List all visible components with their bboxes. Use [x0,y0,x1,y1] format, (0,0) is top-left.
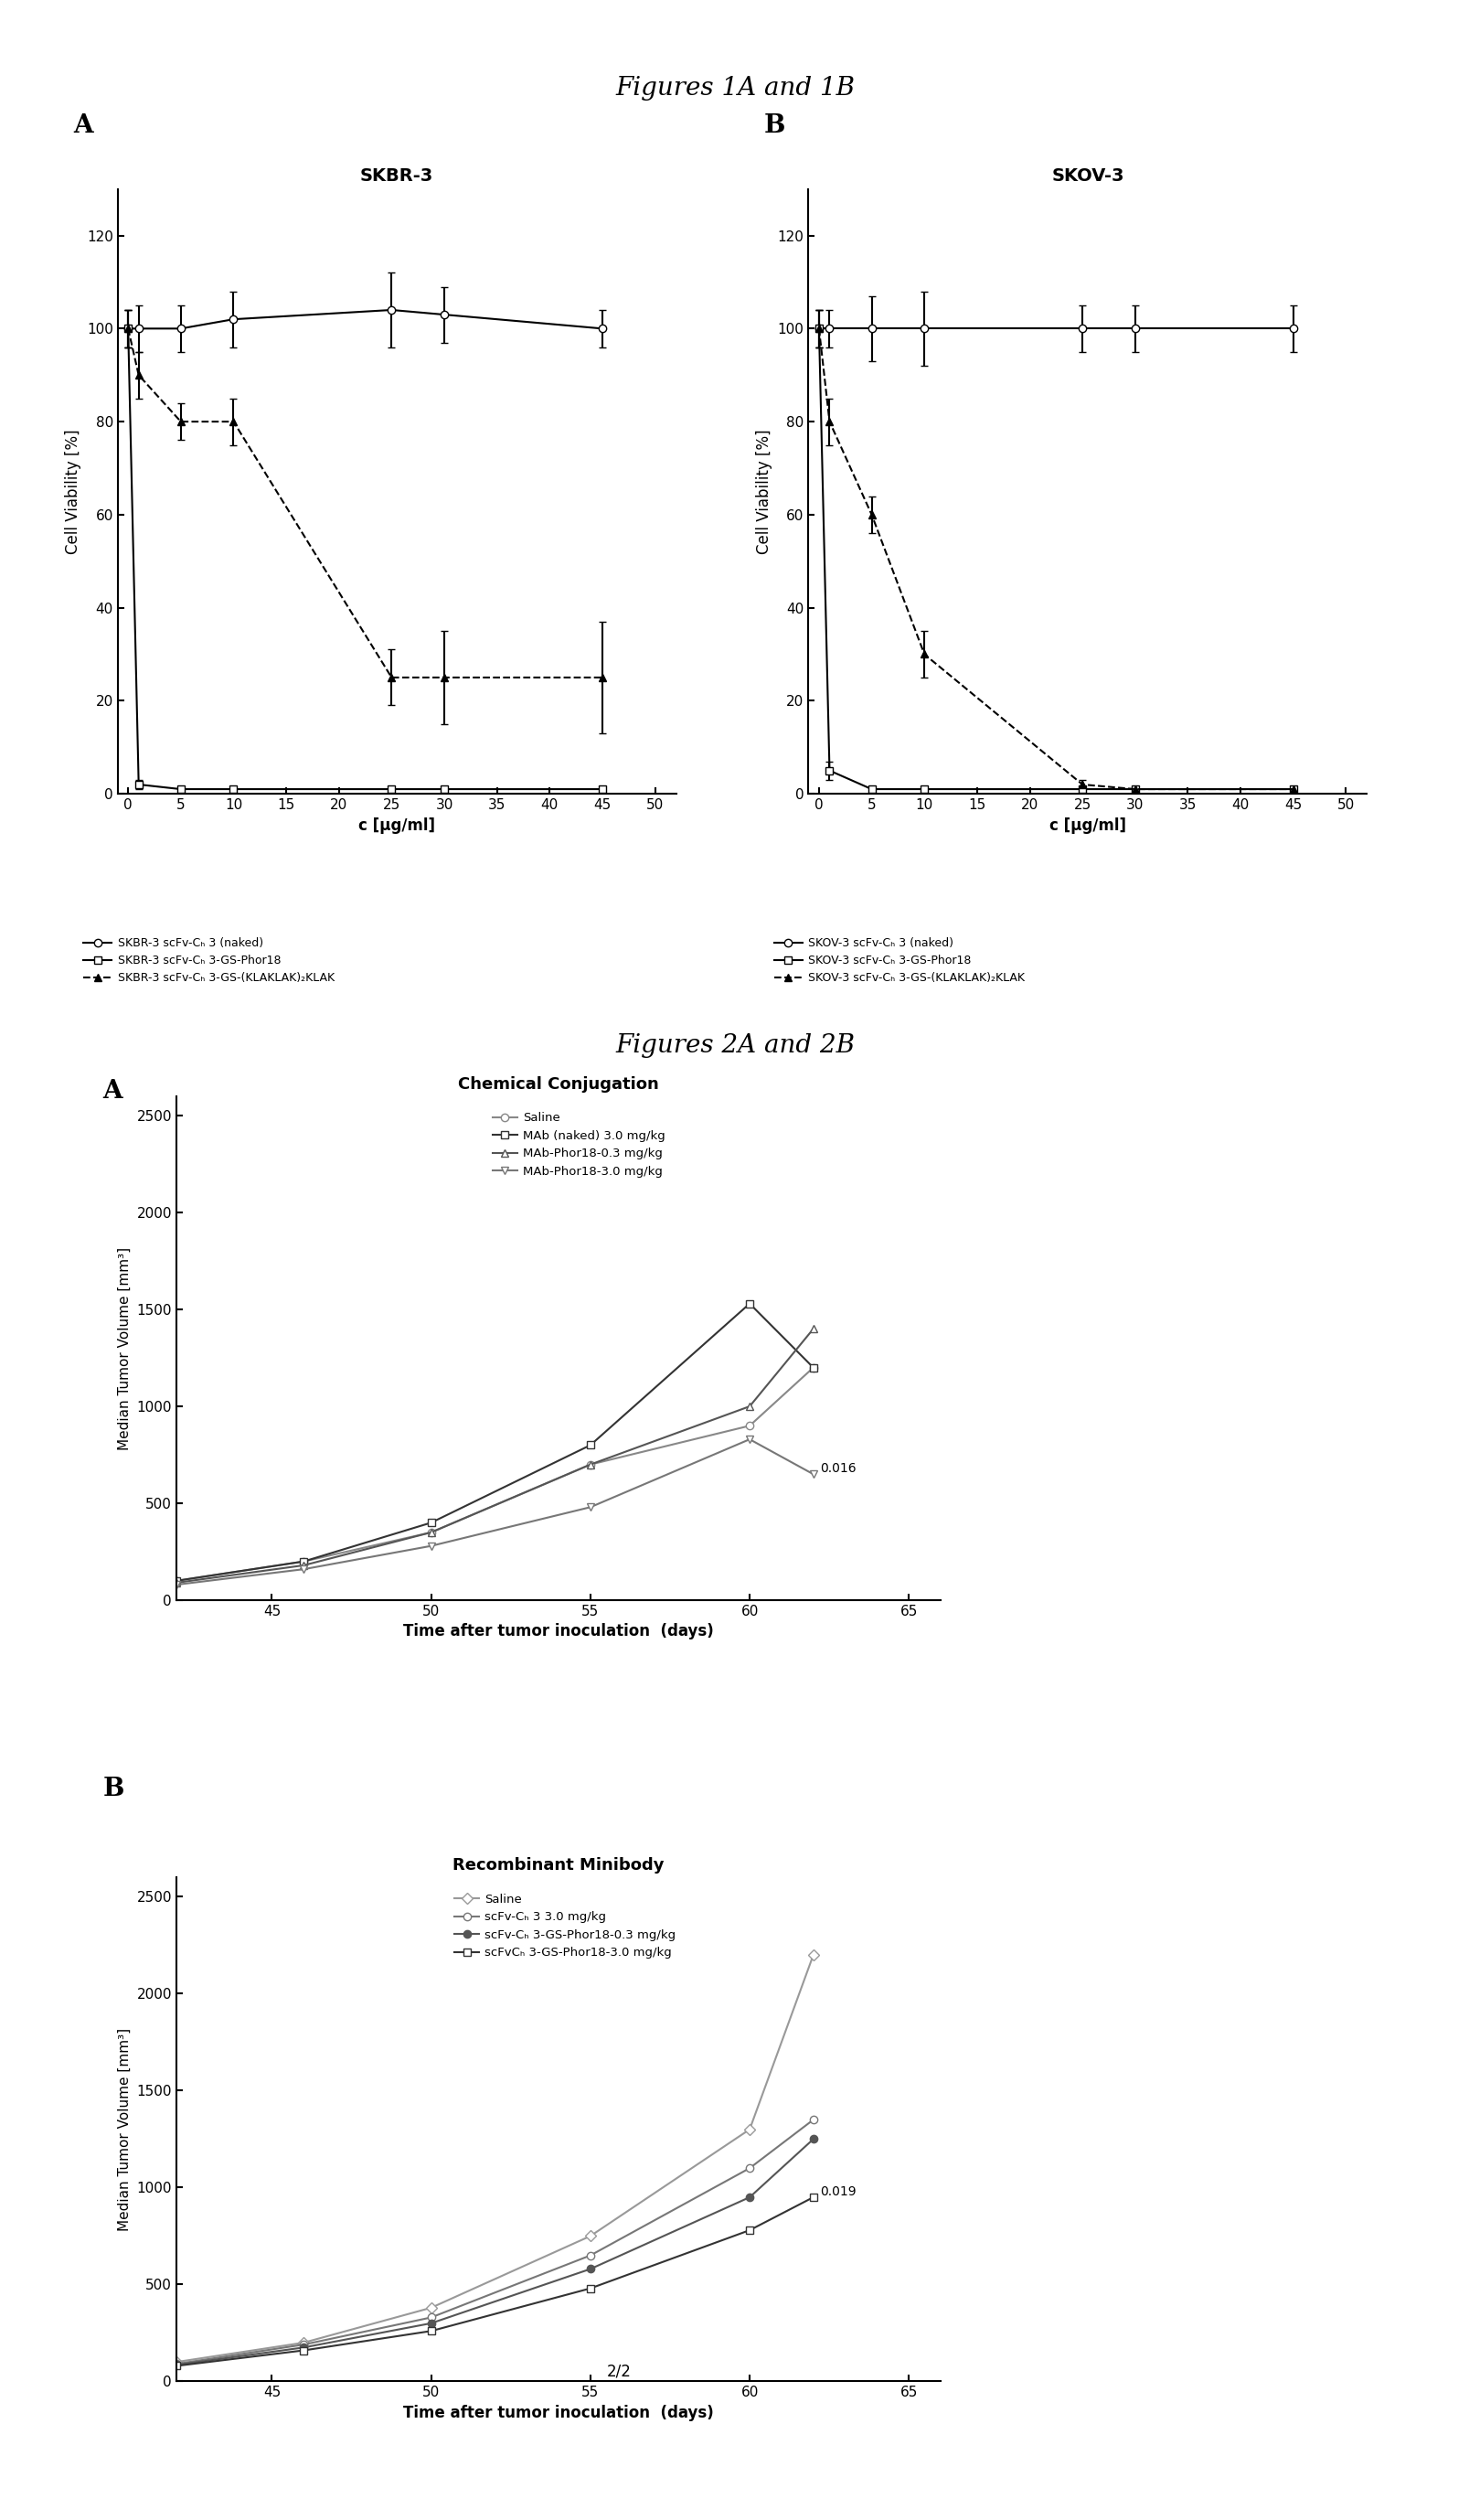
Legend: SKOV-3 scFv-Cₕ 3 (naked), SKOV-3 scFv-Cₕ 3-GS-Phor18, SKOV-3 scFv-Cₕ 3-GS-(KLAKL: SKOV-3 scFv-Cₕ 3 (naked), SKOV-3 scFv-Cₕ… [768,932,1028,988]
Legend: Saline, MAb (naked) 3.0 mg/kg, MAb-Phor18-0.3 mg/kg, MAb-Phor18-3.0 mg/kg: Saline, MAb (naked) 3.0 mg/kg, MAb-Phor1… [488,1106,670,1182]
scFv-Cₕ 3 3.0 mg/kg [582,2240,599,2271]
Line: MAb (naked) 3.0 mg/kg: MAb (naked) 3.0 mg/kg [172,1300,817,1585]
MAb (naked) 3.0 mg/kg [295,1547,313,1578]
scFv-Cₕ 3 3.0 mg/kg [804,2104,821,2134]
Text: Figures 1A and 1B: Figures 1A and 1B [616,76,853,101]
scFv-Cₕ 3 3.0 mg/kg [295,2328,313,2359]
Text: B: B [103,1777,125,1802]
Saline [740,1411,758,1441]
MAb-Phor18-3.0 mg/kg [582,1492,599,1522]
scFv-Cₕ 3-GS-Phor18-0.3 mg/kg [295,2334,313,2364]
Line: scFv-Cₕ 3-GS-Phor18-0.3 mg/kg: scFv-Cₕ 3-GS-Phor18-0.3 mg/kg [172,2134,817,2369]
Text: 0.016: 0.016 [820,1462,855,1474]
MAb-Phor18-0.3 mg/kg [167,1567,185,1598]
Saline [167,1565,185,1595]
MAb (naked) 3.0 mg/kg [167,1565,185,1595]
X-axis label: Time after tumor inoculation  (days): Time after tumor inoculation (days) [403,1623,714,1641]
scFv-Cₕ 3 3.0 mg/kg [740,2152,758,2182]
MAb-Phor18-3.0 mg/kg [422,1530,439,1560]
Legend: Saline, scFv-Cₕ 3 3.0 mg/kg, scFv-Cₕ 3-GS-Phor18-0.3 mg/kg, scFvCₕ 3-GS-Phor18-3: Saline, scFv-Cₕ 3 3.0 mg/kg, scFv-Cₕ 3-G… [450,1887,680,1963]
scFv-Cₕ 3 3.0 mg/kg [422,2303,439,2334]
Title: SKBR-3: SKBR-3 [360,169,433,184]
MAb-Phor18-3.0 mg/kg [167,1570,185,1600]
Saline [295,1547,313,1578]
Saline [582,2220,599,2250]
MAb (naked) 3.0 mg/kg [804,1353,821,1383]
Saline [804,1353,821,1383]
scFv-Cₕ 3-GS-Phor18-0.3 mg/kg [582,2253,599,2283]
MAb-Phor18-3.0 mg/kg [804,1459,821,1489]
Line: scFv-Cₕ 3 3.0 mg/kg: scFv-Cₕ 3 3.0 mg/kg [172,2117,817,2369]
Line: scFvCₕ 3-GS-Phor18-3.0 mg/kg: scFvCₕ 3-GS-Phor18-3.0 mg/kg [172,2192,817,2369]
Y-axis label: Median Tumor Volume [mm³]: Median Tumor Volume [mm³] [118,2029,132,2230]
Saline [422,1517,439,1547]
X-axis label: c [µg/ml]: c [µg/ml] [1049,816,1125,834]
scFvCₕ 3-GS-Phor18-3.0 mg/kg [295,2336,313,2366]
Text: 2/2: 2/2 [605,2364,630,2379]
scFvCₕ 3-GS-Phor18-3.0 mg/kg [422,2316,439,2346]
X-axis label: c [µg/ml]: c [µg/ml] [358,816,435,834]
Text: B: B [764,113,786,139]
MAb-Phor18-3.0 mg/kg [740,1424,758,1454]
Saline [740,2114,758,2145]
Line: Saline: Saline [172,1363,817,1585]
scFv-Cₕ 3 3.0 mg/kg [167,2349,185,2379]
Title: SKOV-3: SKOV-3 [1050,169,1124,184]
Line: Saline: Saline [172,1950,817,2366]
Line: MAb-Phor18-3.0 mg/kg: MAb-Phor18-3.0 mg/kg [172,1436,817,1588]
Text: A: A [103,1079,122,1104]
scFv-Cₕ 3-GS-Phor18-0.3 mg/kg [804,2124,821,2155]
Saline [804,1940,821,1971]
Line: MAb-Phor18-0.3 mg/kg: MAb-Phor18-0.3 mg/kg [172,1326,817,1588]
scFv-Cₕ 3-GS-Phor18-0.3 mg/kg [167,2349,185,2379]
Y-axis label: Median Tumor Volume [mm³]: Median Tumor Volume [mm³] [118,1247,132,1449]
Title: Recombinant Minibody: Recombinant Minibody [452,1857,664,1872]
Title: Chemical Conjugation: Chemical Conjugation [458,1076,658,1091]
MAb-Phor18-3.0 mg/kg [295,1555,313,1585]
MAb-Phor18-0.3 mg/kg [422,1517,439,1547]
scFv-Cₕ 3-GS-Phor18-0.3 mg/kg [422,2308,439,2339]
Legend: SKBR-3 scFv-Cₕ 3 (naked), SKBR-3 scFv-Cₕ 3-GS-Phor18, SKBR-3 scFv-Cₕ 3-GS-(KLAKL: SKBR-3 scFv-Cₕ 3 (naked), SKBR-3 scFv-Cₕ… [78,932,338,988]
Saline [582,1449,599,1479]
Saline [295,2328,313,2359]
Y-axis label: Cell Viability [%]: Cell Viability [%] [755,428,773,554]
scFvCₕ 3-GS-Phor18-3.0 mg/kg [740,2215,758,2245]
MAb (naked) 3.0 mg/kg [740,1288,758,1318]
scFvCₕ 3-GS-Phor18-3.0 mg/kg [167,2351,185,2381]
Text: A: A [73,113,93,139]
MAb-Phor18-0.3 mg/kg [582,1449,599,1479]
Y-axis label: Cell Viability [%]: Cell Viability [%] [65,428,82,554]
scFvCₕ 3-GS-Phor18-3.0 mg/kg [582,2273,599,2303]
Saline [167,2346,185,2376]
Saline [422,2293,439,2323]
Text: 0.019: 0.019 [820,2185,855,2197]
MAb-Phor18-0.3 mg/kg [804,1313,821,1343]
X-axis label: Time after tumor inoculation  (days): Time after tumor inoculation (days) [403,2404,714,2422]
scFvCₕ 3-GS-Phor18-3.0 mg/kg [804,2182,821,2213]
MAb (naked) 3.0 mg/kg [582,1429,599,1459]
Text: Figures 2A and 2B: Figures 2A and 2B [616,1033,853,1058]
MAb (naked) 3.0 mg/kg [422,1507,439,1537]
MAb-Phor18-0.3 mg/kg [295,1550,313,1580]
scFv-Cₕ 3-GS-Phor18-0.3 mg/kg [740,2182,758,2213]
MAb-Phor18-0.3 mg/kg [740,1391,758,1421]
